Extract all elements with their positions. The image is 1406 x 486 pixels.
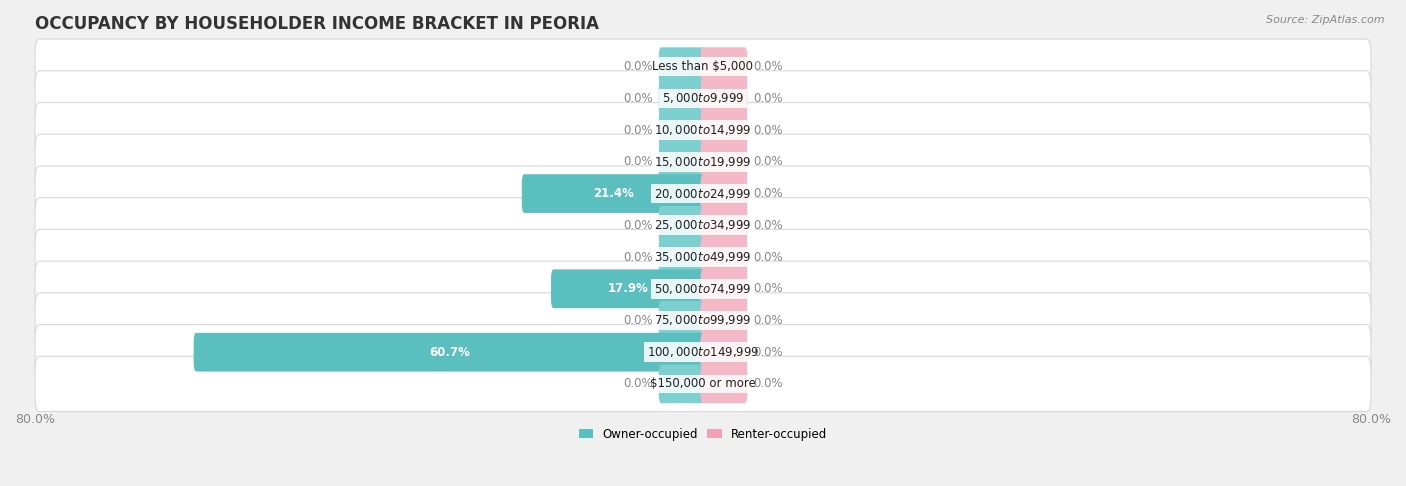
FancyBboxPatch shape bbox=[35, 71, 1371, 126]
FancyBboxPatch shape bbox=[35, 166, 1371, 221]
Text: 0.0%: 0.0% bbox=[754, 346, 783, 359]
Text: 0.0%: 0.0% bbox=[623, 250, 652, 263]
FancyBboxPatch shape bbox=[700, 142, 747, 181]
Text: 0.0%: 0.0% bbox=[754, 378, 783, 390]
FancyBboxPatch shape bbox=[35, 293, 1371, 348]
FancyBboxPatch shape bbox=[35, 356, 1371, 412]
Text: 0.0%: 0.0% bbox=[623, 92, 652, 105]
FancyBboxPatch shape bbox=[659, 142, 706, 181]
FancyBboxPatch shape bbox=[700, 79, 747, 118]
FancyBboxPatch shape bbox=[700, 174, 747, 213]
FancyBboxPatch shape bbox=[700, 206, 747, 244]
FancyBboxPatch shape bbox=[700, 111, 747, 150]
Text: 0.0%: 0.0% bbox=[754, 250, 783, 263]
FancyBboxPatch shape bbox=[659, 206, 706, 244]
FancyBboxPatch shape bbox=[700, 238, 747, 277]
FancyBboxPatch shape bbox=[35, 325, 1371, 380]
FancyBboxPatch shape bbox=[659, 301, 706, 340]
FancyBboxPatch shape bbox=[659, 111, 706, 150]
FancyBboxPatch shape bbox=[659, 238, 706, 277]
Text: 60.7%: 60.7% bbox=[429, 346, 470, 359]
Text: Source: ZipAtlas.com: Source: ZipAtlas.com bbox=[1267, 15, 1385, 25]
Text: $100,000 to $149,999: $100,000 to $149,999 bbox=[647, 345, 759, 359]
Text: 0.0%: 0.0% bbox=[623, 314, 652, 327]
Text: $35,000 to $49,999: $35,000 to $49,999 bbox=[654, 250, 752, 264]
FancyBboxPatch shape bbox=[35, 229, 1371, 285]
Text: 0.0%: 0.0% bbox=[623, 156, 652, 168]
FancyBboxPatch shape bbox=[35, 198, 1371, 253]
Text: 0.0%: 0.0% bbox=[623, 219, 652, 232]
FancyBboxPatch shape bbox=[700, 364, 747, 403]
FancyBboxPatch shape bbox=[522, 174, 706, 213]
FancyBboxPatch shape bbox=[659, 79, 706, 118]
Text: OCCUPANCY BY HOUSEHOLDER INCOME BRACKET IN PEORIA: OCCUPANCY BY HOUSEHOLDER INCOME BRACKET … bbox=[35, 15, 599, 33]
Text: 0.0%: 0.0% bbox=[754, 60, 783, 73]
Text: 17.9%: 17.9% bbox=[607, 282, 648, 295]
Text: $50,000 to $74,999: $50,000 to $74,999 bbox=[654, 282, 752, 296]
FancyBboxPatch shape bbox=[35, 103, 1371, 158]
Text: $15,000 to $19,999: $15,000 to $19,999 bbox=[654, 155, 752, 169]
Text: 0.0%: 0.0% bbox=[754, 314, 783, 327]
Text: 0.0%: 0.0% bbox=[754, 156, 783, 168]
Text: 0.0%: 0.0% bbox=[623, 123, 652, 137]
Text: 0.0%: 0.0% bbox=[623, 60, 652, 73]
FancyBboxPatch shape bbox=[659, 364, 706, 403]
Text: 0.0%: 0.0% bbox=[623, 378, 652, 390]
FancyBboxPatch shape bbox=[659, 47, 706, 86]
Text: 21.4%: 21.4% bbox=[593, 187, 634, 200]
Text: $20,000 to $24,999: $20,000 to $24,999 bbox=[654, 187, 752, 201]
Text: Less than $5,000: Less than $5,000 bbox=[652, 60, 754, 73]
FancyBboxPatch shape bbox=[700, 333, 747, 371]
Text: 0.0%: 0.0% bbox=[754, 282, 783, 295]
Text: $150,000 or more: $150,000 or more bbox=[650, 378, 756, 390]
FancyBboxPatch shape bbox=[194, 333, 706, 371]
Text: $10,000 to $14,999: $10,000 to $14,999 bbox=[654, 123, 752, 137]
Text: 0.0%: 0.0% bbox=[754, 92, 783, 105]
FancyBboxPatch shape bbox=[35, 261, 1371, 316]
FancyBboxPatch shape bbox=[35, 134, 1371, 190]
Legend: Owner-occupied, Renter-occupied: Owner-occupied, Renter-occupied bbox=[574, 423, 832, 446]
FancyBboxPatch shape bbox=[551, 269, 706, 308]
FancyBboxPatch shape bbox=[700, 301, 747, 340]
FancyBboxPatch shape bbox=[700, 269, 747, 308]
FancyBboxPatch shape bbox=[700, 47, 747, 86]
Text: 0.0%: 0.0% bbox=[754, 219, 783, 232]
Text: $75,000 to $99,999: $75,000 to $99,999 bbox=[654, 313, 752, 328]
Text: $5,000 to $9,999: $5,000 to $9,999 bbox=[662, 91, 744, 105]
Text: $25,000 to $34,999: $25,000 to $34,999 bbox=[654, 218, 752, 232]
Text: 0.0%: 0.0% bbox=[754, 123, 783, 137]
Text: 0.0%: 0.0% bbox=[754, 187, 783, 200]
FancyBboxPatch shape bbox=[35, 39, 1371, 94]
